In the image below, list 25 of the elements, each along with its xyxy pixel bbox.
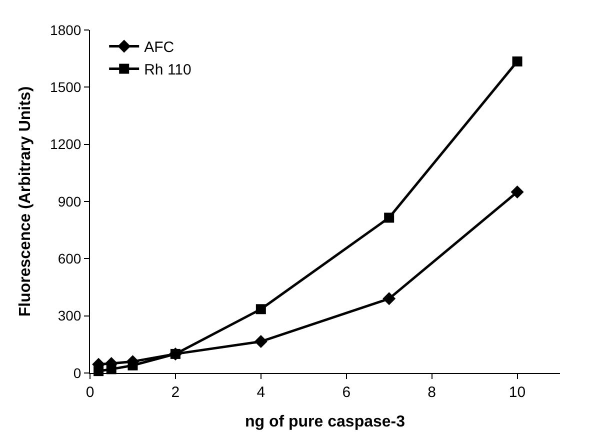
x-tick-label: 10	[508, 384, 526, 401]
y-tick-label: 0	[73, 364, 82, 381]
point	[254, 335, 268, 348]
point	[384, 212, 394, 223]
x-tick-label: 0	[86, 384, 94, 401]
y-tick-label: 300	[58, 308, 82, 324]
legend-label: Rh 110	[144, 62, 192, 79]
y-tick-label: 600	[58, 250, 82, 267]
y-tick-label: 1200	[50, 136, 82, 152]
point	[512, 56, 522, 66]
point	[510, 185, 524, 198]
x-tick-label: 4	[256, 384, 266, 401]
legend-label: AFC	[144, 39, 174, 56]
x-tick-label: 6	[342, 384, 351, 401]
y-axis-title: Fluorescence (Arbitrary Units)	[16, 86, 34, 317]
x-axis-title: ng of pure caspase-3	[244, 414, 406, 431]
x-tick-label: 8	[428, 384, 436, 401]
y-tick-label: 900	[58, 193, 82, 210]
y-tick-label: 1500	[50, 79, 82, 96]
point	[382, 292, 396, 306]
point	[106, 364, 116, 374]
point	[94, 366, 104, 376]
point	[256, 304, 266, 314]
x-tick-label: 2	[171, 384, 180, 401]
y-tick-label: 1800	[50, 22, 82, 38]
